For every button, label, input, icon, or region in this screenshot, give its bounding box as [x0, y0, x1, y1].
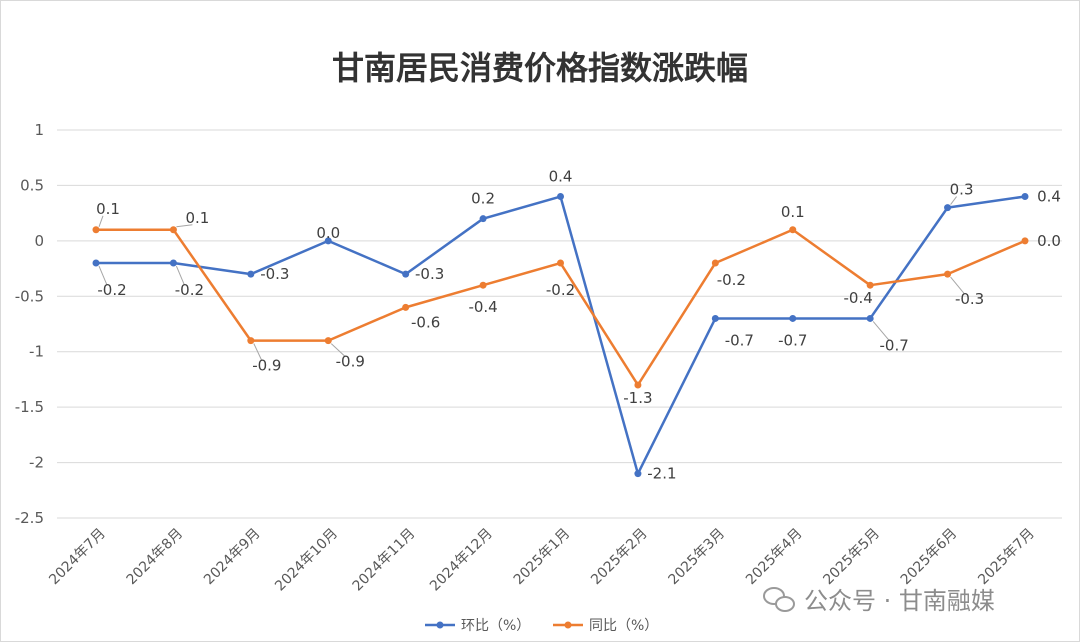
y-tick-label: 0.5	[20, 176, 44, 194]
leader-line	[175, 265, 185, 286]
data-label: -2.1	[647, 465, 676, 483]
y-tick-label: -1.5	[15, 398, 44, 416]
legend-item-1: 同比（%）	[553, 618, 658, 634]
data-label: 0.4	[549, 168, 573, 186]
leader-line	[98, 215, 104, 227]
legend-item-0: 环比（%）	[425, 618, 530, 634]
leader-line	[872, 321, 890, 341]
data-label: -0.2	[175, 281, 204, 299]
data-label: -1.3	[623, 389, 652, 407]
data-point	[479, 281, 487, 289]
y-axis-ticks: 1 0.5 0 -0.5 -1 -1.5 -2 -2.5	[15, 121, 44, 527]
data-point	[247, 270, 255, 278]
data-point	[169, 259, 177, 267]
data-point	[1021, 193, 1029, 201]
data-label: 0.0	[1037, 232, 1061, 250]
series-lines	[92, 193, 1029, 478]
leader-line	[98, 265, 108, 286]
data-label: -0.9	[252, 357, 281, 375]
legend-marker	[564, 621, 572, 629]
data-point	[479, 215, 487, 223]
data-label: 0.1	[185, 209, 209, 227]
leader-line	[330, 343, 346, 357]
data-point	[247, 337, 255, 345]
data-point	[92, 259, 100, 267]
data-point	[634, 470, 642, 478]
wechat-icon	[763, 587, 795, 612]
data-label: 0.4	[1037, 188, 1061, 206]
data-labels: -0.2 -0.2 -0.3 0.0 -0.3 0.2 0.4 -2.1 -0.7 -0.7 -0.…	[96, 168, 1061, 483]
data-point	[866, 281, 874, 289]
data-point	[402, 303, 410, 311]
data-point	[711, 259, 719, 267]
data-point	[789, 314, 797, 322]
data-label: -0.2	[546, 281, 575, 299]
legend: 环比（%） 同比（%）	[425, 618, 658, 634]
leader-line	[950, 276, 965, 295]
watermark: 公众号 · 甘南融媒	[763, 587, 995, 615]
data-label: -0.2	[97, 281, 126, 299]
data-point	[944, 204, 952, 212]
data-point	[324, 337, 332, 345]
data-point	[557, 193, 564, 201]
data-label: -0.7	[725, 331, 754, 349]
y-tick-label: -2.5	[15, 509, 44, 527]
data-point	[711, 314, 719, 322]
y-tick-label: 0	[34, 232, 44, 250]
data-point	[92, 226, 100, 234]
data-point	[634, 381, 642, 389]
data-label: 0.1	[96, 200, 120, 218]
data-label: -0.6	[411, 313, 440, 331]
y-tick-label: -0.5	[15, 287, 44, 305]
data-label: -0.7	[880, 336, 909, 354]
data-label: -0.3	[415, 265, 444, 283]
data-point	[169, 226, 177, 234]
data-label: -0.7	[778, 331, 807, 349]
data-point	[1021, 237, 1029, 245]
y-tick-label: -1	[29, 343, 44, 361]
data-point	[402, 270, 410, 278]
leader-line	[253, 343, 263, 361]
data-label: 0.0	[316, 224, 340, 242]
y-tick-label: -2	[29, 454, 44, 472]
data-label: -0.9	[336, 353, 365, 371]
data-point	[557, 259, 564, 267]
legend-marker	[436, 621, 444, 629]
legend-label: 同比（%）	[589, 618, 658, 634]
gridlines	[57, 129, 1062, 519]
leader-line	[950, 196, 957, 205]
data-label: -0.3	[955, 290, 984, 308]
data-label: 0.3	[950, 181, 974, 199]
data-label: 0.1	[781, 203, 805, 221]
chart-title: 甘南居民消费价格指数涨跌幅	[332, 49, 748, 87]
legend-label: 环比（%）	[461, 618, 530, 634]
y-tick-label: 1	[34, 121, 44, 139]
leader-line	[176, 224, 193, 228]
data-label: -0.2	[717, 271, 746, 289]
data-point	[866, 314, 874, 322]
data-label: -0.4	[468, 298, 497, 316]
data-label: -0.3	[260, 265, 289, 283]
data-label: 0.2	[471, 190, 495, 208]
data-point	[789, 226, 797, 234]
data-label: -0.4	[844, 289, 873, 307]
data-point	[944, 270, 952, 278]
watermark-text: 公众号 · 甘南融媒	[804, 587, 995, 615]
data-point	[324, 237, 332, 245]
